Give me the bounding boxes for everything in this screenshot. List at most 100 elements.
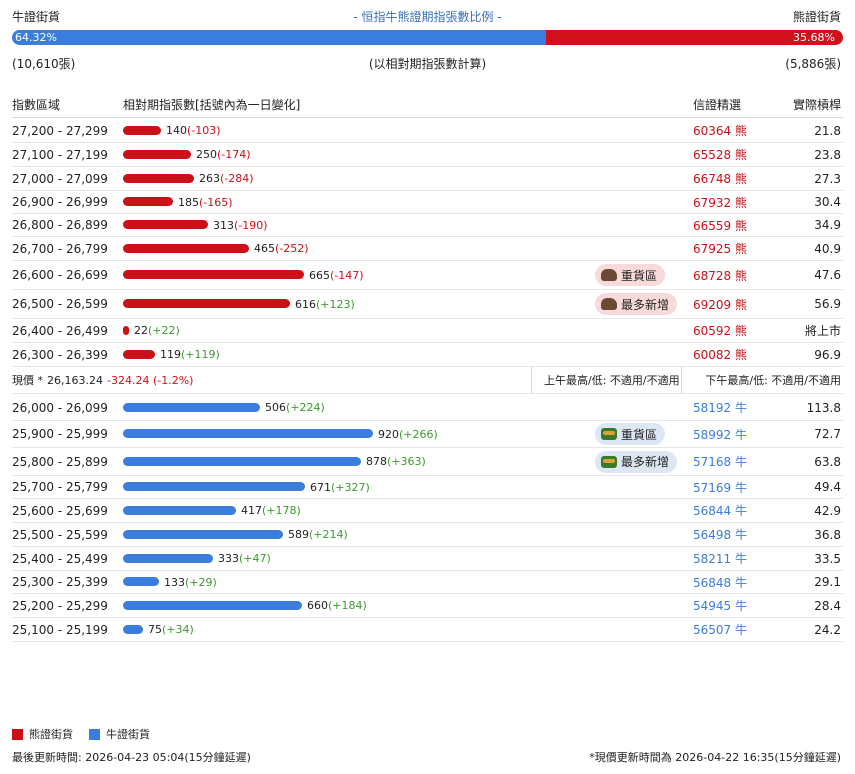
contracts-count: 313 xyxy=(213,218,234,232)
bear-warrant-code-link[interactable]: 60364 熊 xyxy=(693,124,747,138)
contracts-value: 333 (+47) xyxy=(218,547,271,570)
bull-table-row: 25,900 - 25,999 920 (+266) 重貨區 58992 牛 72.7 xyxy=(12,421,843,448)
bear-icon xyxy=(601,269,617,281)
bear-contracts-bar xyxy=(123,270,304,279)
bull-warrant-code-link[interactable]: 57169 牛 xyxy=(693,480,747,495)
contracts-value: 22 (+22) xyxy=(134,319,180,342)
bear-table-row: 26,800 - 26,899 313 (-190) 66559 熊 34.9 xyxy=(12,214,843,237)
header-divider xyxy=(12,117,843,118)
bear-warrant-code-link[interactable]: 65528 熊 xyxy=(693,148,747,162)
bear-contracts-bar xyxy=(123,349,155,359)
contracts-count: 616 xyxy=(295,297,316,311)
daily-change: (-252) xyxy=(275,242,309,255)
daily-change: (+363) xyxy=(387,455,426,468)
index-range: 26,000 - 26,099 xyxy=(12,400,108,415)
contracts-value: 671 (+327) xyxy=(310,476,370,498)
bear-contracts-bar xyxy=(123,220,208,229)
bear-contracts-bar xyxy=(123,149,191,159)
bull-table-row: 26,000 - 26,099 506 (+224) 58192 牛 113.8 xyxy=(12,395,843,421)
daily-change: (+184) xyxy=(328,599,367,612)
daily-change: (-190) xyxy=(234,218,268,232)
effective-leverage: 56.9 xyxy=(814,297,841,311)
afternoon-high-low: 下午最高/低: 不適用/不適用 xyxy=(681,367,841,393)
bull-highlight-badge: 最多新增 xyxy=(595,450,678,473)
bull-warrant-code-link[interactable]: 54945 牛 xyxy=(693,599,747,613)
bull-warrant-code-link[interactable]: 56507 牛 xyxy=(693,623,747,637)
contracts-value: 313 (-190) xyxy=(213,214,268,236)
daily-change: (+214) xyxy=(309,528,348,541)
bear-warrant-code-link[interactable]: 68728 熊 xyxy=(693,268,747,283)
bull-contracts-bar xyxy=(123,456,361,466)
index-range: 26,300 - 26,399 xyxy=(12,347,108,362)
contracts-value: 920 (+266) xyxy=(378,421,438,447)
bull-warrant-code-link[interactable]: 58192 牛 xyxy=(693,401,747,415)
index-range: 26,500 - 26,599 xyxy=(12,297,108,311)
index-range: 26,700 - 26,799 xyxy=(12,241,108,256)
badge-label: 最多新增 xyxy=(621,297,670,312)
index-range: 27,000 - 27,099 xyxy=(12,171,108,186)
bull-warrant-code-link[interactable]: 58992 牛 xyxy=(693,427,747,442)
contracts-count: 263 xyxy=(199,172,220,185)
morning-high-low: 上午最高/低: 不適用/不適用 xyxy=(531,367,680,393)
daily-change: (+123) xyxy=(316,297,355,311)
bear-warrant-code-link[interactable]: 60082 熊 xyxy=(693,348,747,362)
bear-warrant-code-link[interactable]: 66748 熊 xyxy=(693,172,747,186)
bear-warrant-code-link[interactable]: 60592 熊 xyxy=(693,324,747,338)
bear-contracts-bar xyxy=(123,197,173,206)
index-range: 25,500 - 25,599 xyxy=(12,527,108,542)
effective-leverage: 47.6 xyxy=(814,268,841,282)
bull-warrant-code-link[interactable]: 56848 牛 xyxy=(693,575,747,590)
contracts-value: 417 (+178) xyxy=(241,499,301,522)
current-price: 現價 * 26,163.24 -324.24 (-1.2%) xyxy=(12,367,193,393)
effective-leverage: 將上市 xyxy=(804,324,841,338)
index-range: 26,400 - 26,499 xyxy=(12,323,108,338)
bear-contracts-bar xyxy=(123,125,161,135)
bull-warrant-code-link[interactable]: 57168 牛 xyxy=(693,455,747,469)
daily-change: (+34) xyxy=(162,623,194,636)
bear-table-row: 27,000 - 27,099 263 (-284) 66748 熊 27.3 xyxy=(12,167,843,191)
contracts-count: 920 xyxy=(378,427,399,441)
bull-warrant-code-link[interactable]: 58211 牛 xyxy=(693,552,747,566)
bull-table-row: 25,600 - 25,699 417 (+178) 56844 牛 42.9 xyxy=(12,499,843,523)
bear-warrant-code-link[interactable]: 69209 熊 xyxy=(693,297,747,312)
daily-change: (+119) xyxy=(181,348,220,361)
effective-leverage: 24.2 xyxy=(814,622,841,637)
bear-contracts-bar xyxy=(123,173,194,183)
bear-contracts-bar xyxy=(123,325,129,335)
bear-table-row: 27,200 - 27,299 140 (-103) 60364 熊 21.8 xyxy=(12,119,843,143)
contracts-count: 119 xyxy=(160,348,181,361)
bear-highlight-badge: 最多新增 xyxy=(595,293,678,315)
bear-legend-label: 熊證街貨 xyxy=(29,728,73,741)
daily-change: (+29) xyxy=(185,575,217,589)
contracts-value: 665 (-147) xyxy=(309,261,364,289)
contracts-count: 660 xyxy=(307,599,328,612)
price-updated: *現價更新時間為 2026-04-22 16:35(15分鐘延遲) xyxy=(589,751,841,764)
current-price-row: 現價 * 26,163.24 -324.24 (-1.2%) 上午最高/低: 不… xyxy=(12,367,843,394)
contracts-value: 140 (-103) xyxy=(166,119,221,142)
contracts-count: 465 xyxy=(254,242,275,255)
bear-outstanding-label: 熊證街貨 xyxy=(792,10,841,24)
bear-table-row: 26,900 - 26,999 185 (-165) 67932 熊 30.4 xyxy=(12,191,843,214)
bull-warrant-code-link[interactable]: 56498 牛 xyxy=(693,528,747,542)
contracts-value: 506 (+224) xyxy=(265,395,325,420)
bull-highlight-badge: 重貨區 xyxy=(595,423,666,445)
bull-table-row: 25,400 - 25,499 333 (+47) 58211 牛 33.5 xyxy=(12,547,843,571)
daily-change: (+22) xyxy=(148,324,180,337)
badge-label: 重貨區 xyxy=(621,427,658,442)
bear-warrant-code-link[interactable]: 67932 熊 xyxy=(693,195,747,210)
effective-leverage: 23.8 xyxy=(814,147,841,162)
bear-warrant-code-link[interactable]: 66559 熊 xyxy=(693,218,747,233)
contracts-value: 878 (+363) xyxy=(366,448,426,475)
bull-contracts-bar xyxy=(123,624,143,634)
bull-bear-ratio-bar: 64.32% 35.68% xyxy=(12,30,843,45)
contracts-count: 878 xyxy=(366,455,387,468)
bull-contracts-bar xyxy=(123,505,236,515)
bear-warrant-code-link[interactable]: 67925 熊 xyxy=(693,242,747,256)
effective-leverage: 28.4 xyxy=(814,598,841,613)
daily-change: (+47) xyxy=(239,552,271,565)
daily-change: (+224) xyxy=(286,401,325,414)
legend: 熊證街貨 牛證街貨 xyxy=(12,726,150,742)
current-price-label: 現價 * xyxy=(12,374,43,387)
bull-warrant-code-link[interactable]: 56844 牛 xyxy=(693,504,747,518)
bull-table-row: 25,200 - 25,299 660 (+184) 54945 牛 28.4 xyxy=(12,594,843,618)
